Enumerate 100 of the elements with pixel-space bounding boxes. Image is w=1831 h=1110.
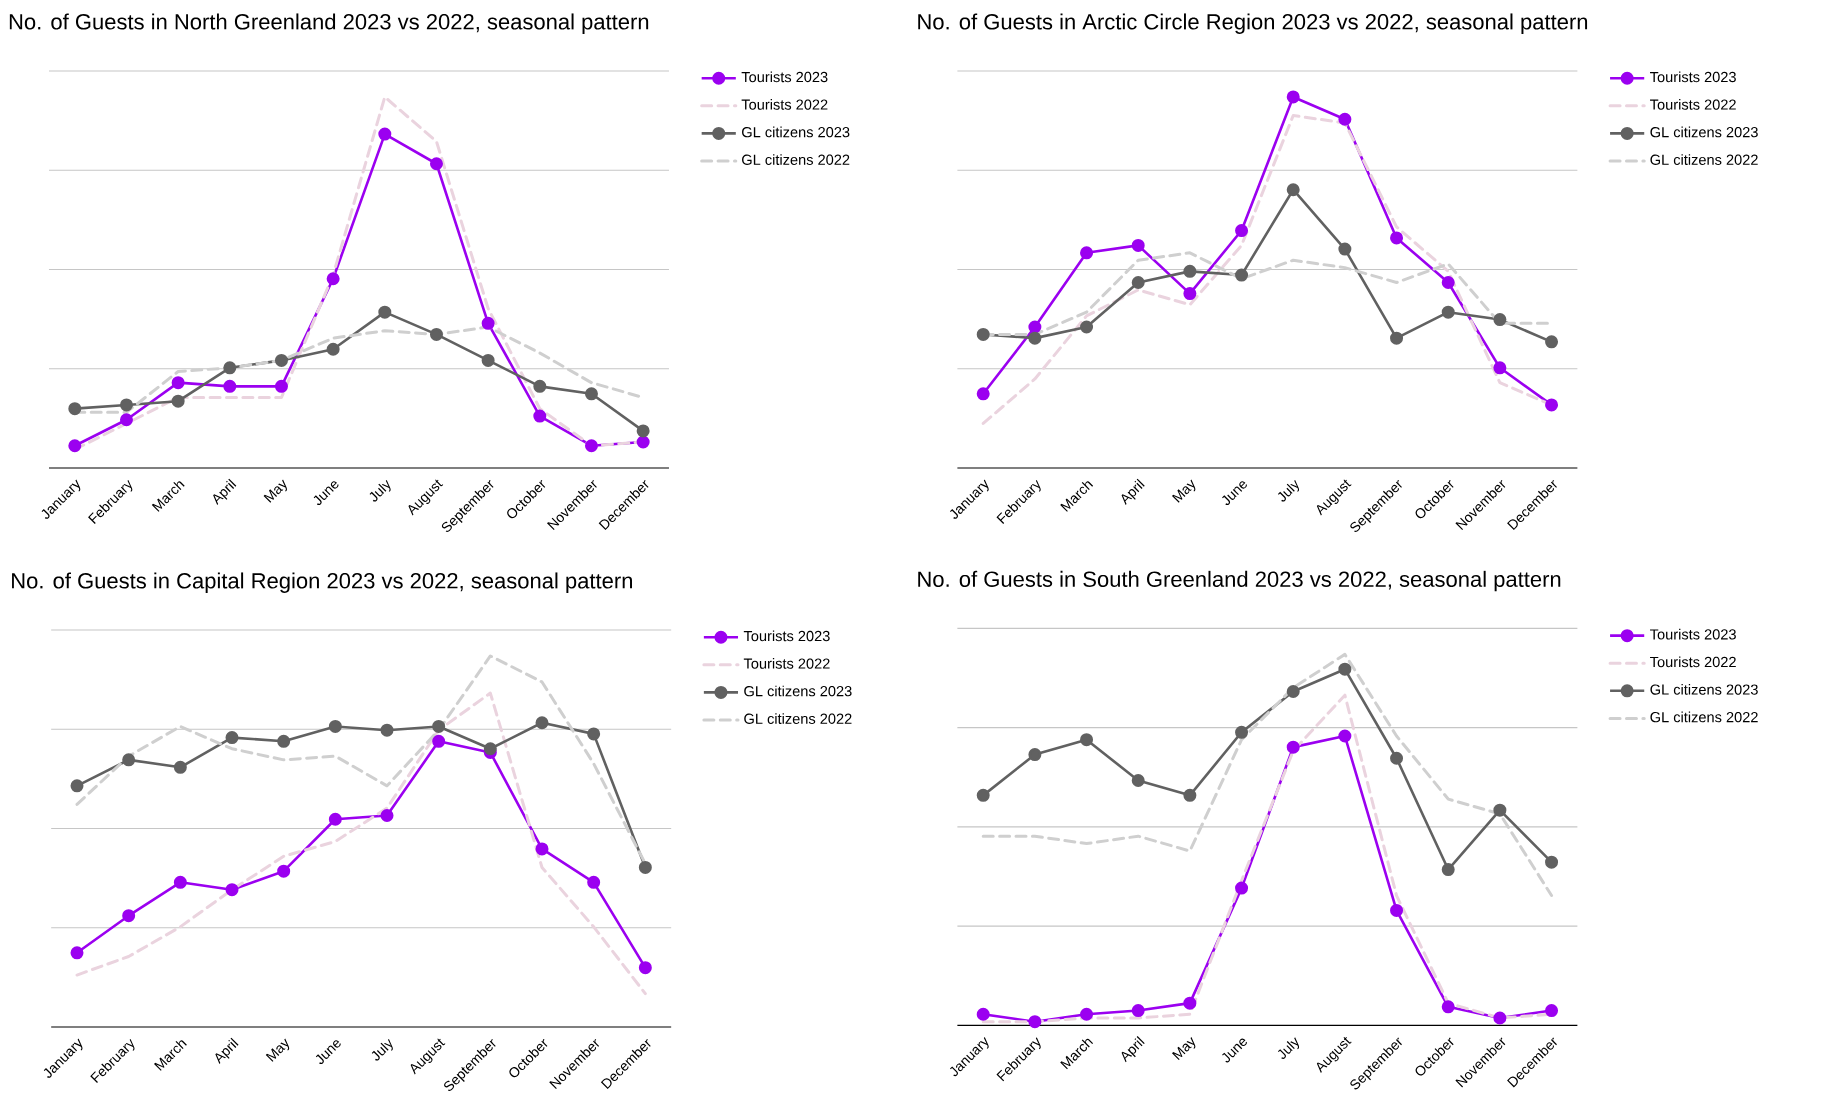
point	[584, 387, 598, 401]
point	[1338, 112, 1352, 126]
point	[1080, 246, 1094, 260]
point	[277, 734, 291, 748]
point	[976, 327, 990, 341]
point	[481, 353, 495, 367]
legend-label: GL citizens 2023	[1650, 684, 1758, 695]
point	[1493, 313, 1507, 327]
point	[328, 719, 342, 733]
point	[638, 860, 652, 874]
point	[584, 439, 598, 453]
x-tick-label: May	[265, 1038, 290, 1062]
point	[535, 716, 549, 730]
point	[225, 883, 239, 897]
point	[70, 946, 84, 960]
point	[223, 379, 237, 393]
point	[1235, 881, 1249, 895]
point	[1390, 231, 1404, 245]
x-tick-label: July	[1277, 479, 1300, 502]
point	[1441, 275, 1455, 289]
point	[432, 734, 446, 748]
legend-label: GL citizens 2023	[1650, 126, 1758, 138]
legend-label: GL citizens 2023	[742, 126, 850, 138]
point	[429, 327, 443, 341]
point	[1235, 725, 1249, 739]
point	[119, 413, 133, 427]
point	[1286, 684, 1300, 698]
point	[1028, 331, 1042, 345]
point	[481, 316, 495, 330]
point	[1183, 287, 1197, 301]
x-tick-label: July	[1277, 1037, 1300, 1059]
point	[1131, 1004, 1145, 1018]
point	[1080, 320, 1094, 334]
point	[1183, 788, 1197, 802]
chart-title: No. of Guests in Arctic Circle Region 2023 vs 2022, seasonal pattern	[918, 13, 1588, 34]
point	[173, 760, 187, 774]
point	[378, 127, 392, 141]
point	[636, 435, 650, 449]
point	[326, 342, 340, 356]
point	[1183, 264, 1197, 278]
point	[70, 779, 84, 793]
legend-label: Tourists 2022	[741, 99, 828, 110]
point	[225, 731, 239, 745]
point	[976, 387, 990, 401]
point	[119, 398, 133, 412]
point	[1545, 398, 1559, 412]
point	[122, 753, 136, 767]
point	[1080, 733, 1094, 747]
point	[171, 376, 185, 390]
x-tick-label: July	[371, 1038, 393, 1061]
legend-label: GL citizens 2023	[744, 685, 852, 697]
point	[1390, 751, 1404, 765]
point	[277, 864, 291, 878]
legend-label: Tourists 2023	[743, 630, 830, 642]
point	[1028, 320, 1042, 334]
point	[1545, 335, 1559, 349]
point	[1441, 863, 1455, 877]
point	[1131, 275, 1145, 289]
legend-label: Tourists 2023	[741, 71, 828, 83]
point	[378, 305, 392, 319]
point	[636, 424, 650, 438]
point	[1493, 361, 1507, 375]
point	[1235, 224, 1249, 238]
point	[587, 727, 601, 741]
point	[1028, 748, 1042, 762]
point	[380, 723, 394, 737]
legend-label: Tourists 2023	[1650, 71, 1736, 83]
point	[1493, 1011, 1507, 1025]
x-tick-label: July	[369, 479, 391, 502]
legend-label: Tourists 2023	[1650, 628, 1736, 640]
point	[1028, 1015, 1042, 1029]
point	[587, 875, 601, 889]
point	[328, 812, 342, 826]
point	[173, 875, 187, 889]
point	[1286, 183, 1300, 197]
point	[223, 361, 237, 375]
point	[1545, 1004, 1559, 1018]
legend-label: GL citizens 2022	[1650, 154, 1758, 165]
point	[1493, 803, 1507, 817]
point	[1080, 1007, 1094, 1021]
point	[1338, 242, 1352, 256]
point	[1235, 268, 1249, 282]
point	[1338, 662, 1352, 676]
point	[68, 402, 82, 416]
point	[1390, 903, 1404, 917]
point	[432, 719, 446, 733]
x-tick-label: May	[263, 479, 287, 503]
point	[638, 961, 652, 975]
point	[68, 439, 82, 453]
point	[1441, 1000, 1455, 1014]
point	[1131, 774, 1145, 788]
point	[274, 379, 288, 393]
point	[122, 909, 136, 923]
point	[1390, 331, 1404, 345]
legend-label: Tourists 2022	[743, 658, 830, 669]
point	[1131, 238, 1145, 252]
chart-title: No. of Guests in South Greenland 2023 vs 2022, seasonal pattern	[918, 570, 1561, 592]
point	[380, 809, 394, 823]
point	[1338, 729, 1352, 743]
point	[1286, 90, 1300, 104]
